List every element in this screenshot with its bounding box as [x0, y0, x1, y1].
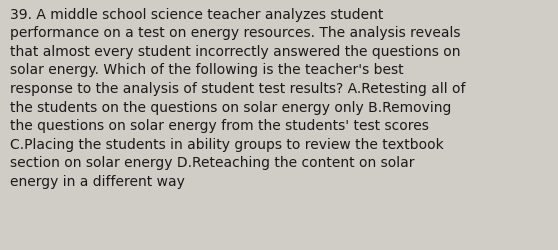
Text: 39. A middle school science teacher analyzes student
performance on a test on en: 39. A middle school science teacher anal… [10, 8, 465, 188]
